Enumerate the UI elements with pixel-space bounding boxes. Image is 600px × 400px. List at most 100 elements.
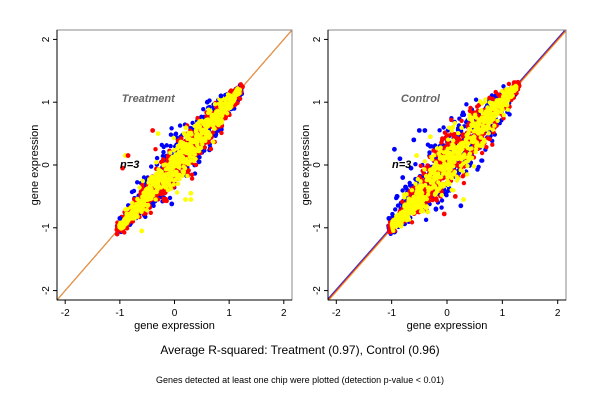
data-point: [437, 128, 442, 133]
data-point: [483, 111, 488, 116]
data-point: [451, 188, 456, 193]
data-point: [155, 131, 161, 137]
data-point: [411, 202, 416, 208]
data-point: [120, 165, 125, 171]
data-point: [181, 171, 186, 176]
data-point: [448, 164, 453, 169]
data-point: [193, 127, 199, 132]
data-point: [458, 147, 463, 152]
data-point: [442, 156, 447, 161]
data-point: [479, 108, 484, 113]
data-point: [149, 187, 154, 192]
data-point: [449, 175, 454, 181]
data-point: [438, 145, 443, 150]
data-point: [231, 94, 236, 100]
data-point: [473, 149, 478, 155]
data-point: [428, 186, 434, 191]
data-point: [161, 149, 166, 155]
data-point: [174, 190, 180, 195]
data-point: [442, 130, 448, 135]
data-point: [424, 196, 430, 202]
data-point: [465, 155, 471, 160]
data-point: [392, 146, 397, 152]
data-point: [204, 125, 209, 131]
data-point: [188, 197, 194, 202]
y-tick-label: -2: [41, 286, 52, 295]
data-point: [466, 130, 471, 135]
outlier-points: [386, 115, 480, 221]
panel-title: Treatment: [122, 93, 176, 105]
data-point: [487, 136, 492, 142]
data-point: [225, 111, 230, 116]
y-tick-label: -1: [312, 223, 323, 232]
data-point: [132, 210, 137, 215]
data-point: [171, 135, 176, 141]
y-axis-label: gene expression: [300, 125, 312, 206]
data-point: [475, 124, 480, 130]
data-point: [427, 174, 432, 179]
data-point: [459, 141, 464, 146]
data-point: [486, 131, 491, 136]
data-point: [219, 130, 224, 136]
data-point: [467, 126, 472, 132]
data-point: [400, 199, 405, 204]
data-point: [439, 192, 444, 198]
data-point: [212, 102, 218, 107]
data-point: [505, 107, 510, 112]
data-point: [402, 195, 407, 200]
data-point: [154, 189, 159, 195]
y-tick-label: -1: [41, 223, 52, 232]
data-point: [135, 180, 140, 185]
data-point: [394, 193, 400, 199]
data-point: [186, 161, 191, 167]
data-point: [473, 97, 479, 102]
data-point: [210, 130, 216, 135]
data-point: [173, 131, 179, 136]
data-point: [175, 181, 181, 186]
data-point: [190, 155, 196, 160]
data-point: [507, 92, 513, 98]
x-tick-label: 1: [226, 308, 232, 319]
data-point: [465, 163, 470, 169]
data-point: [202, 135, 208, 140]
data-point: [188, 143, 193, 148]
data-point: [196, 148, 202, 154]
data-point: [168, 143, 173, 149]
data-point: [169, 201, 175, 207]
data-point: [150, 128, 156, 133]
data-point: [487, 95, 492, 101]
data-point: [190, 120, 195, 126]
data-point: [206, 119, 211, 124]
data-point: [448, 155, 454, 160]
data-point: [461, 197, 467, 202]
data-point: [439, 198, 445, 203]
data-point: [413, 181, 418, 186]
data-point: [409, 220, 415, 225]
data-point: [140, 178, 145, 184]
data-point: [123, 218, 129, 223]
data-point: [131, 188, 137, 194]
data-point: [464, 102, 469, 107]
data-point: [449, 128, 454, 133]
data-point: [211, 139, 216, 145]
data-point: [452, 121, 457, 126]
data-point: [488, 102, 494, 107]
data-point: [419, 200, 425, 206]
data-point: [189, 172, 195, 177]
data-point: [137, 185, 142, 190]
data-point: [130, 200, 135, 206]
data-point: [468, 105, 473, 111]
data-point: [216, 111, 222, 117]
data-point: [498, 102, 503, 108]
data-point: [197, 135, 203, 140]
data-point: [390, 211, 395, 217]
data-point: [200, 128, 205, 133]
data-point: [476, 164, 481, 170]
data-point: [479, 144, 484, 149]
data-point: [228, 99, 234, 104]
data-point: [451, 138, 456, 143]
data-point: [481, 127, 487, 132]
data-point: [191, 158, 197, 164]
data-point: [225, 92, 231, 97]
